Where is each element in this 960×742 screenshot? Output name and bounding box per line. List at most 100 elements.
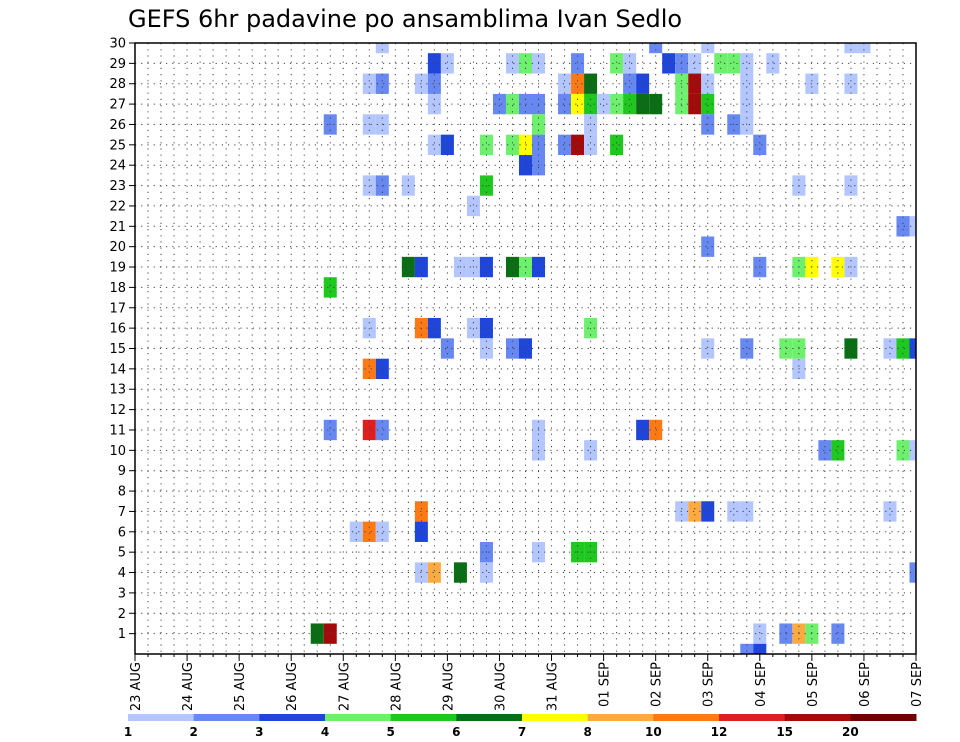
colorbar-label: 5 (386, 725, 394, 739)
heatmap-cell (492, 93, 506, 115)
gridlines (135, 42, 916, 654)
heatmap-cell (518, 93, 533, 115)
heatmap-cell (909, 562, 916, 583)
heatmap-cell (740, 501, 754, 522)
x-axis: 23 AUG 24 AUG 25 AUG 26 AUG 27 AUG 28 AUG 29 A… (129, 654, 925, 711)
y-tick-label: 11 (109, 423, 126, 438)
heatmap-cell (466, 317, 480, 339)
heatmap-cell (831, 440, 845, 461)
heatmap-cell (584, 317, 598, 339)
heatmap-cell (701, 93, 715, 115)
y-tick-label: 27 (109, 98, 126, 113)
heatmap-cell (375, 175, 389, 196)
heatmap-cell (714, 53, 728, 74)
heatmap-cell (610, 93, 624, 115)
heatmap-cell (844, 175, 858, 196)
colorbar-label: 8 (583, 725, 591, 739)
heatmap-cell (505, 338, 519, 359)
heatmap-cell (427, 73, 441, 94)
x-tick-label: 03 SEP (702, 662, 717, 707)
y-tick-label: 6 (118, 525, 126, 540)
y-tick-label: 21 (109, 220, 126, 235)
colorbar-swatch (522, 714, 589, 721)
y-tick-label: 15 (109, 342, 126, 357)
heatmap-cell (584, 93, 598, 115)
heatmap-cell (479, 338, 493, 359)
x-tick-label: 01 SEP (598, 662, 613, 707)
heatmap-cell (362, 419, 376, 441)
heatmap-cell (909, 440, 916, 461)
heatmap-cell (610, 53, 624, 74)
heatmap-cell (909, 338, 916, 359)
y-tick-label: 23 (109, 179, 126, 194)
heatmap-cell (740, 73, 754, 94)
heatmap-cell (688, 53, 702, 74)
y-tick-label: 18 (109, 281, 126, 296)
heatmap-cell (505, 134, 519, 156)
heatmap-cell (766, 53, 780, 74)
heatmap-cell (362, 317, 376, 339)
x-tick-label: 06 SEP (858, 662, 873, 707)
heatmap-cell (349, 521, 363, 542)
y-tick-label: 29 (109, 57, 126, 72)
colorbar-swatch (128, 714, 195, 721)
heatmap-cell (571, 93, 585, 115)
heatmap-cell (883, 338, 897, 359)
heatmap-cell (844, 73, 858, 94)
heatmap-cell (362, 175, 376, 196)
heatmap-cell (571, 53, 585, 74)
x-tick-label: 25 AUG (233, 662, 248, 711)
heatmap-cell (584, 440, 598, 461)
heatmap-cell (427, 134, 441, 156)
heatmap-cell (375, 419, 389, 441)
heatmap-cell (310, 623, 324, 644)
heatmap-cell (636, 73, 650, 94)
x-tick-label: 04 SEP (754, 662, 769, 707)
x-tick-label: 26 AUG (285, 662, 300, 711)
x-tick-label: 02 SEP (650, 662, 665, 707)
colorbar-label: 1 (124, 725, 132, 739)
colorbar-swatch (390, 714, 457, 721)
heatmap-cell (688, 93, 702, 115)
colorbar-swatch (784, 714, 851, 721)
y-tick-label: 24 (109, 159, 126, 174)
heatmap-cell (427, 53, 441, 74)
heatmap-cell (427, 562, 441, 583)
x-tick-label: 23 AUG (129, 662, 144, 711)
heatmap-cell (362, 358, 376, 380)
heatmap-cell (636, 93, 650, 115)
colorbar-label: 7 (518, 725, 526, 739)
heatmap-cell (753, 623, 767, 644)
heatmap-cell (440, 338, 454, 359)
heatmap-cell (453, 562, 467, 583)
heatmap-cell (779, 338, 793, 359)
heatmap-cell (688, 73, 702, 94)
heatmap-cell (896, 338, 910, 359)
colorbar-swatch (193, 714, 260, 721)
heatmap-cell (518, 155, 533, 176)
heatmap-cell (649, 419, 663, 441)
heatmap-cell (701, 73, 715, 94)
colorbar-label: 15 (776, 725, 793, 739)
heatmap-cell (701, 43, 715, 54)
heatmap-cell (844, 43, 858, 54)
heatmap-cell (883, 501, 897, 522)
heatmap-cell (701, 501, 715, 522)
x-tick-label: 27 AUG (337, 662, 352, 711)
heatmap-cell (558, 93, 572, 115)
y-tick-label: 22 (109, 199, 126, 214)
heatmap-cell (505, 93, 519, 115)
y-tick-label: 12 (109, 403, 126, 418)
heatmap-cell (701, 236, 715, 257)
heatmap-cell (779, 623, 793, 644)
heatmap-cell (623, 73, 637, 94)
colorbar-swatch (850, 714, 917, 721)
colorbar-swatch (587, 714, 654, 721)
y-tick-label: 5 (118, 546, 126, 561)
heatmap-cell (753, 643, 767, 654)
heatmap-cell (597, 93, 611, 115)
heatmap-cell (375, 43, 389, 54)
heatmap-cell (727, 501, 741, 522)
heatmap-cell (505, 53, 519, 74)
